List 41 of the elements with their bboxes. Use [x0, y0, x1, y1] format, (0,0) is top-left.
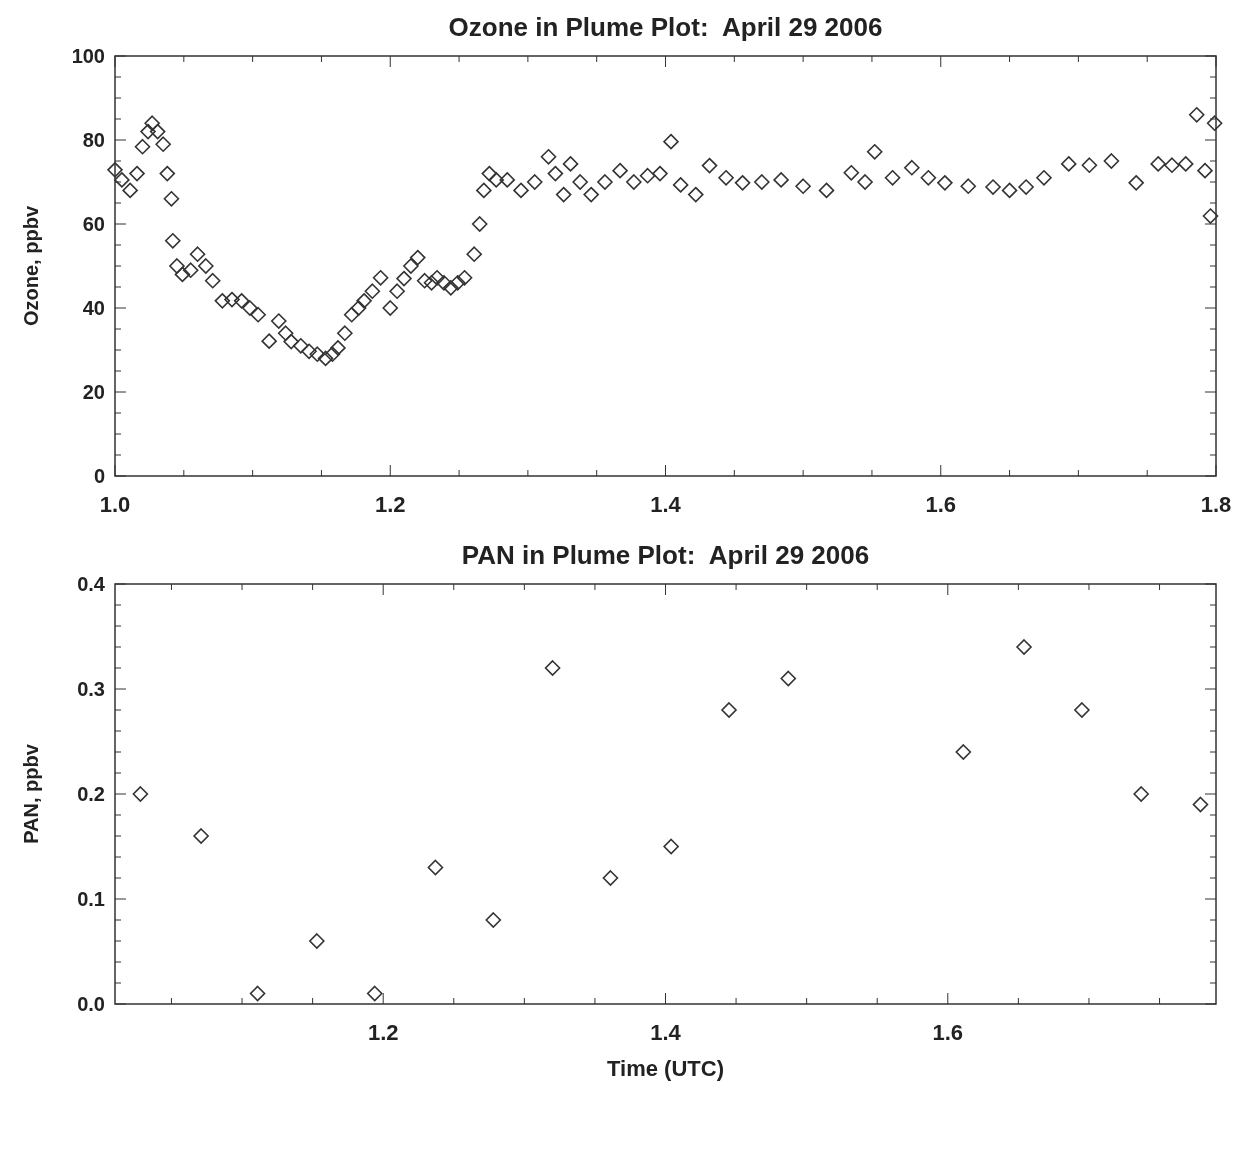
point — [1192, 796, 1209, 813]
x-tick-label: 1.6 — [925, 492, 957, 517]
y-tick-label: 0.2 — [77, 783, 105, 805]
x-tick-label: 1.8 — [1200, 492, 1232, 517]
y-tick-label: 0 — [93, 465, 105, 487]
x-tick-label: 1.2 — [367, 1020, 399, 1045]
point — [602, 870, 619, 886]
point — [249, 985, 266, 1002]
y-tick-label: 40 — [82, 297, 105, 319]
x-tick-label: 1.4 — [650, 492, 682, 517]
y-tick-label: 0.3 — [77, 678, 105, 700]
y-tick-label: 0.1 — [77, 888, 105, 910]
y-tick-label: 60 — [82, 213, 105, 235]
y-tick-label: 0.4 — [77, 573, 106, 595]
point — [309, 933, 325, 949]
point — [427, 859, 444, 876]
x-axis-title: Time (UTC) — [607, 1056, 724, 1081]
point — [1133, 786, 1149, 802]
point — [1074, 702, 1090, 718]
y-tick-label: 20 — [82, 381, 105, 403]
point — [366, 985, 383, 1002]
y-axis-title: Ozone, ppbv — [20, 205, 42, 326]
point — [132, 786, 149, 802]
y-tick-label: 100 — [71, 45, 105, 67]
point — [485, 912, 502, 928]
x-tick-label: 1.4 — [650, 1020, 682, 1045]
x-tick-label: 1.6 — [932, 1020, 964, 1045]
y-axis-title: PAN, ppbv — [20, 743, 42, 844]
point — [1016, 639, 1032, 655]
x-tick-label: 1.0 — [99, 492, 131, 517]
chart-title: PAN in Plume Plot: April 29 2006 — [461, 540, 870, 570]
point — [780, 670, 797, 687]
chart-title: Ozone in Plume Plot: April 29 2006 — [448, 12, 883, 42]
point — [955, 744, 972, 760]
y-tick-label: 0.0 — [77, 993, 105, 1015]
x-tick-label: 1.2 — [374, 492, 406, 517]
point — [544, 660, 561, 676]
point — [663, 838, 679, 855]
point — [193, 828, 209, 844]
y-tick-label: 80 — [82, 129, 105, 151]
point — [721, 702, 737, 718]
